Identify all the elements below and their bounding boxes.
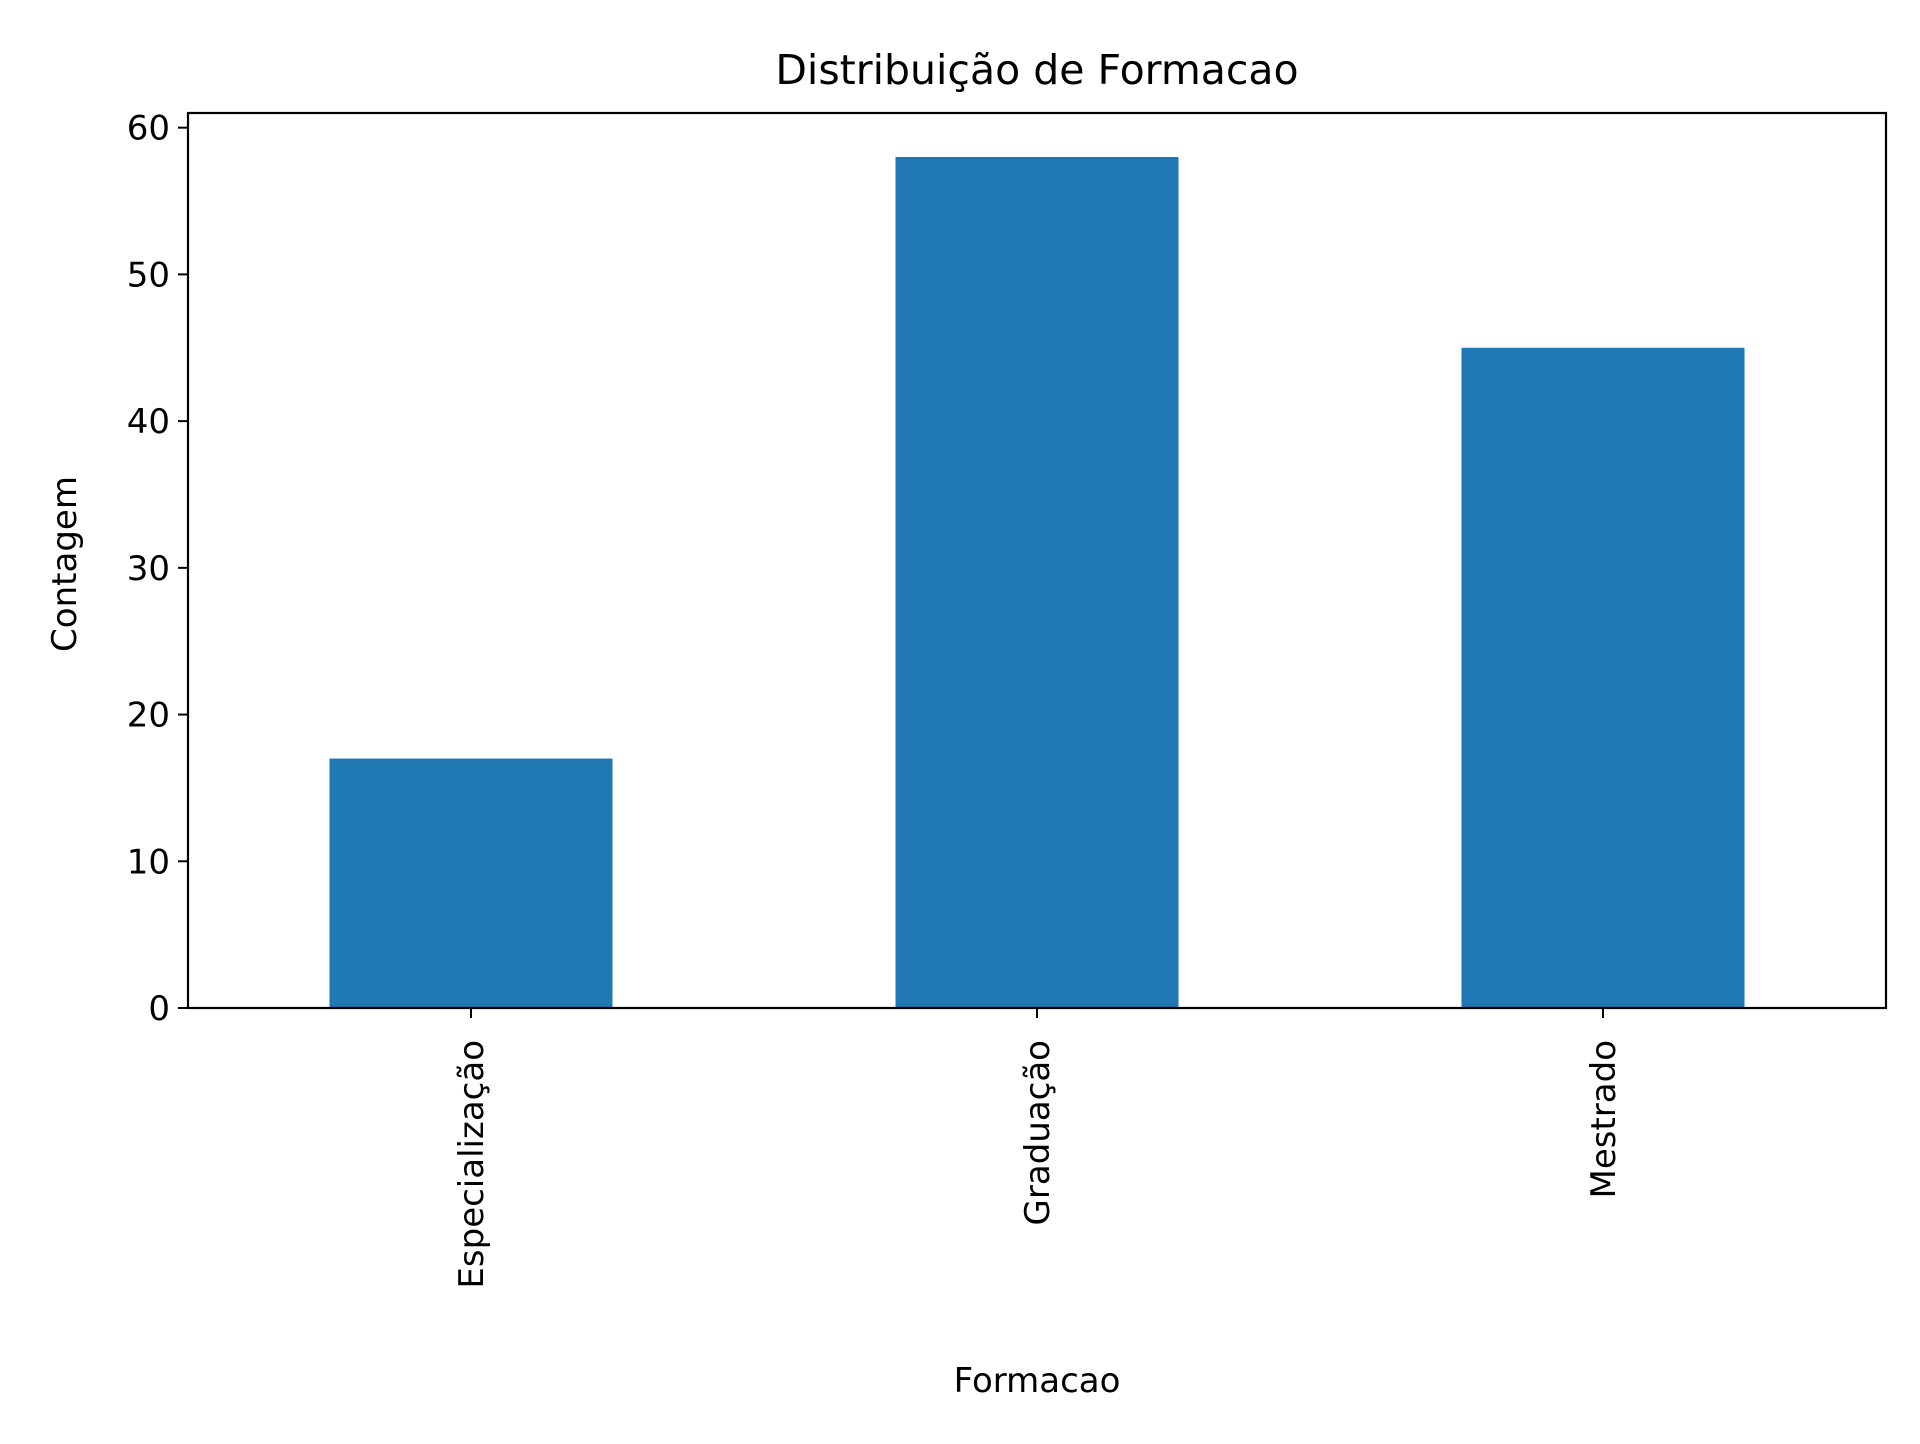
x-tick-label-2: Mestrado [1584,1040,1624,1199]
bar-2 [895,157,1179,1009]
y-tick-label-4: 40 [127,402,170,442]
y-tick-label-1: 10 [127,842,170,882]
y-tick-label-0: 0 [148,989,170,1029]
y-tick-label-5: 50 [127,255,170,295]
x-tick-label-0: Especialização [452,1040,492,1289]
plot-area: 0 10 20 30 40 50 60 Especialização Graduação Mest… [127,109,1888,1289]
x-tick-label-1: Graduação [1018,1040,1058,1225]
chart-title: Distribuição de Formacao [775,46,1298,94]
bar-3 [1461,347,1745,1008]
x-axis-label: Formacao [954,1361,1121,1401]
y-tick-label-3: 30 [127,549,170,589]
y-tick-label-6: 60 [127,109,170,149]
y-tick-label-2: 20 [127,696,170,736]
y-axis-label: Contagem [45,476,85,652]
bar-1 [329,758,613,1008]
